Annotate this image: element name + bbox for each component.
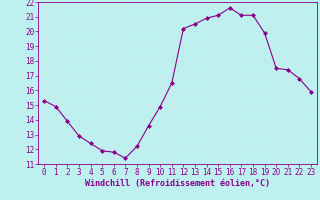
X-axis label: Windchill (Refroidissement éolien,°C): Windchill (Refroidissement éolien,°C): [85, 179, 270, 188]
